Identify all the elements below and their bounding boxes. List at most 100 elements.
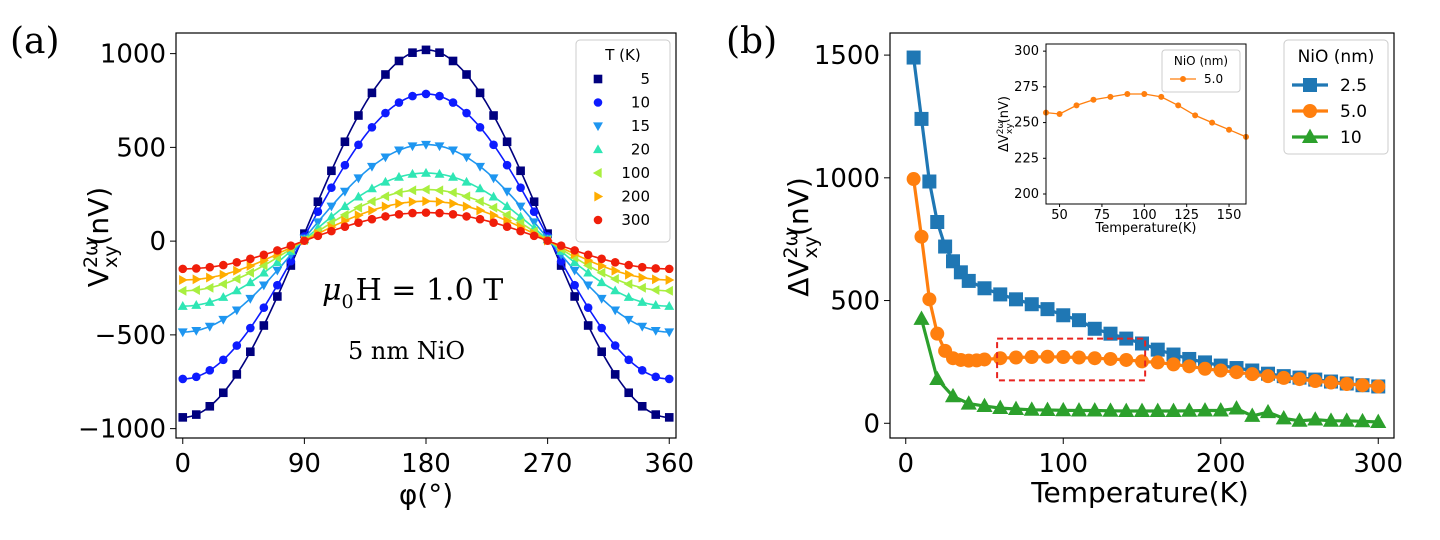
data-point xyxy=(205,401,215,411)
data-point xyxy=(300,236,309,246)
data-point xyxy=(944,387,962,403)
data-point xyxy=(976,397,993,413)
data-point xyxy=(475,122,485,132)
data-point xyxy=(922,174,937,189)
data-point xyxy=(421,45,431,55)
series-line xyxy=(919,318,1379,424)
data-point xyxy=(393,187,403,198)
data-point xyxy=(313,207,323,216)
data-point xyxy=(1371,379,1386,394)
data-point xyxy=(1181,402,1198,417)
data-point xyxy=(1198,361,1212,376)
data-point xyxy=(245,294,256,304)
data-point xyxy=(1009,292,1023,307)
data-point xyxy=(913,310,930,325)
data-point xyxy=(556,261,566,270)
data-point xyxy=(353,191,364,201)
series-T-300 xyxy=(178,208,674,274)
data-point xyxy=(598,260,607,271)
data-point xyxy=(502,201,513,210)
data-point xyxy=(246,347,255,357)
inset-data-point xyxy=(1192,112,1199,119)
panel-b-ylabel-main: ΔV xyxy=(782,258,815,296)
data-point xyxy=(624,355,634,365)
data-point xyxy=(488,174,499,184)
data-point xyxy=(408,196,418,207)
data-point xyxy=(489,140,498,150)
inset-ylabel-unit: (nV) xyxy=(997,96,1012,123)
data-point xyxy=(246,260,256,271)
data-point xyxy=(502,222,512,231)
data-point xyxy=(569,257,580,267)
data-point xyxy=(583,303,593,312)
legend-item: 5.0 xyxy=(1292,102,1367,122)
x-tick-label: 100 xyxy=(1038,449,1088,479)
legend-label: 200 xyxy=(621,188,650,206)
data-point xyxy=(434,168,445,178)
panel-b-ylabel-unit: (nV) xyxy=(782,177,815,236)
data-point xyxy=(381,201,391,212)
data-point xyxy=(623,279,633,289)
data-point xyxy=(191,285,200,295)
svg-text:μ0H = 1.0 T: μ0H = 1.0 T xyxy=(322,273,503,313)
panel-b-plot-area xyxy=(906,50,1387,428)
data-point xyxy=(475,162,485,172)
inset-legend: NiO (nm) 5.0 xyxy=(1161,49,1241,93)
data-point xyxy=(638,272,648,283)
data-point xyxy=(435,48,444,57)
data-point xyxy=(206,272,215,283)
y-tick-label: 275 xyxy=(1014,80,1039,95)
data-point xyxy=(232,257,242,267)
data-point xyxy=(1324,375,1338,390)
inset-data-point xyxy=(1056,111,1063,117)
data-point xyxy=(930,326,945,341)
data-point xyxy=(1055,401,1072,417)
data-point xyxy=(637,366,647,375)
data-point xyxy=(664,301,675,310)
legend-item: 200 xyxy=(594,188,650,206)
data-point xyxy=(637,282,646,293)
data-point xyxy=(340,160,350,170)
data-point xyxy=(624,260,634,270)
legend-label: 2.5 xyxy=(1340,76,1367,96)
legend-label: 5 xyxy=(640,70,650,88)
x-tick-label: 180 xyxy=(401,449,451,479)
x-tick-label: 100 xyxy=(1132,208,1157,223)
data-point xyxy=(259,303,269,312)
data-point xyxy=(906,172,921,187)
data-point xyxy=(1291,412,1308,427)
data-point xyxy=(623,315,634,325)
data-point xyxy=(1150,355,1165,370)
legend-item: 5 xyxy=(593,70,650,88)
x-tick-label: 0 xyxy=(897,449,914,479)
y-tick-label: 500 xyxy=(116,133,166,163)
data-point xyxy=(1276,370,1291,385)
legend-label: 5.0 xyxy=(1340,102,1367,122)
legend-marker xyxy=(1303,104,1317,118)
data-point xyxy=(501,209,511,220)
data-point xyxy=(1135,336,1149,351)
data-point xyxy=(461,191,471,202)
data-point xyxy=(938,239,953,254)
data-point xyxy=(462,212,471,221)
data-point xyxy=(651,372,661,382)
data-point xyxy=(246,254,255,264)
inset-data-point xyxy=(1226,126,1233,133)
data-point xyxy=(529,197,539,207)
data-point xyxy=(326,211,337,221)
data-point xyxy=(556,241,566,250)
inset-data-point xyxy=(1158,93,1165,100)
data-point xyxy=(515,202,526,212)
legend-marker xyxy=(593,98,603,107)
data-point xyxy=(1086,402,1103,417)
data-point xyxy=(488,191,499,201)
data-point xyxy=(448,146,458,156)
inset-series-NiO-5.0 xyxy=(1043,91,1249,140)
data-point xyxy=(570,280,579,290)
panel-a-xlabel: φ(°) xyxy=(399,478,453,511)
panel-b-legend-box xyxy=(1283,39,1389,155)
data-point xyxy=(1007,400,1025,415)
x-tick-label: 75 xyxy=(1094,208,1111,223)
data-point xyxy=(1275,409,1292,425)
data-point xyxy=(354,218,363,227)
